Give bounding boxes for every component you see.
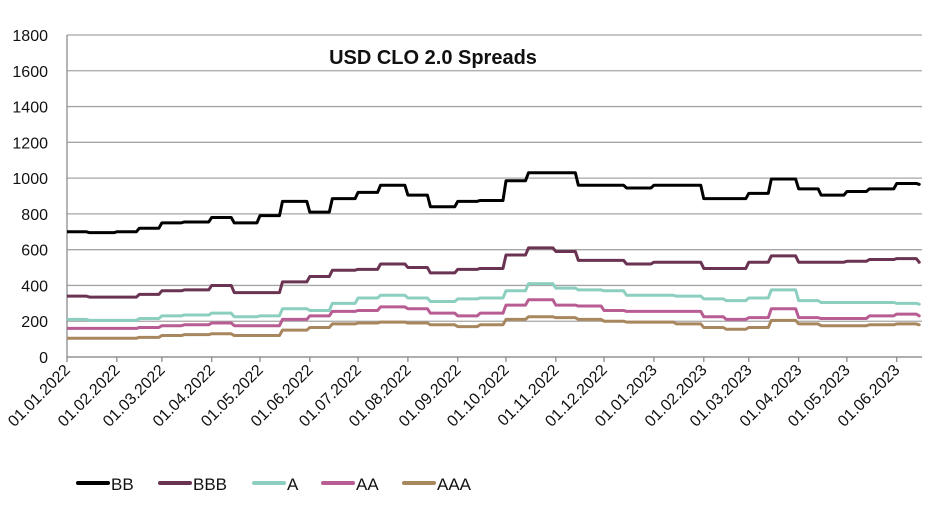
y-tick-label: 1800 (12, 28, 48, 45)
legend-label: AA (356, 475, 379, 494)
legend-label: BBB (193, 475, 227, 494)
legend-label: A (287, 475, 299, 494)
y-tick-label: 1000 (12, 171, 48, 188)
legend-label: AAA (437, 475, 472, 494)
series-line-bb (67, 171, 921, 235)
legend-item-bbb: BBB (158, 475, 227, 494)
series-line-aa (67, 298, 921, 330)
legend: BB BBB A AA AAA (76, 475, 472, 494)
legend-item-a: A (252, 475, 299, 494)
y-tick-label: 1600 (12, 64, 48, 81)
y-tick-label: 1200 (12, 135, 48, 152)
legend-item-aaa: AAA (402, 475, 472, 494)
y-tick-label: 400 (21, 278, 48, 295)
y-tick-label: 0 (39, 350, 48, 367)
chart-title: USD CLO 2.0 Spreads (329, 47, 537, 69)
legend-item-bb: BB (76, 475, 134, 494)
series-lines (67, 171, 921, 340)
gridlines (67, 34, 922, 358)
legend-label: BB (111, 475, 134, 494)
legend-item-aa: AA (321, 475, 379, 494)
y-tick-label: 1400 (12, 100, 48, 117)
y-tick-label: 800 (21, 207, 48, 224)
series-line-aaa (67, 315, 921, 340)
series-line-a (67, 282, 921, 322)
series-line-bbb (67, 246, 921, 299)
y-tick-label: 600 (21, 243, 48, 260)
x-axis: 01.01.202201.02.202201.03.202201.04.2022… (5, 356, 922, 430)
y-tick-label: 200 (21, 314, 48, 331)
y-axis: 0 200 400 600 800 1000 1200 1400 1600 1800 (12, 28, 68, 367)
